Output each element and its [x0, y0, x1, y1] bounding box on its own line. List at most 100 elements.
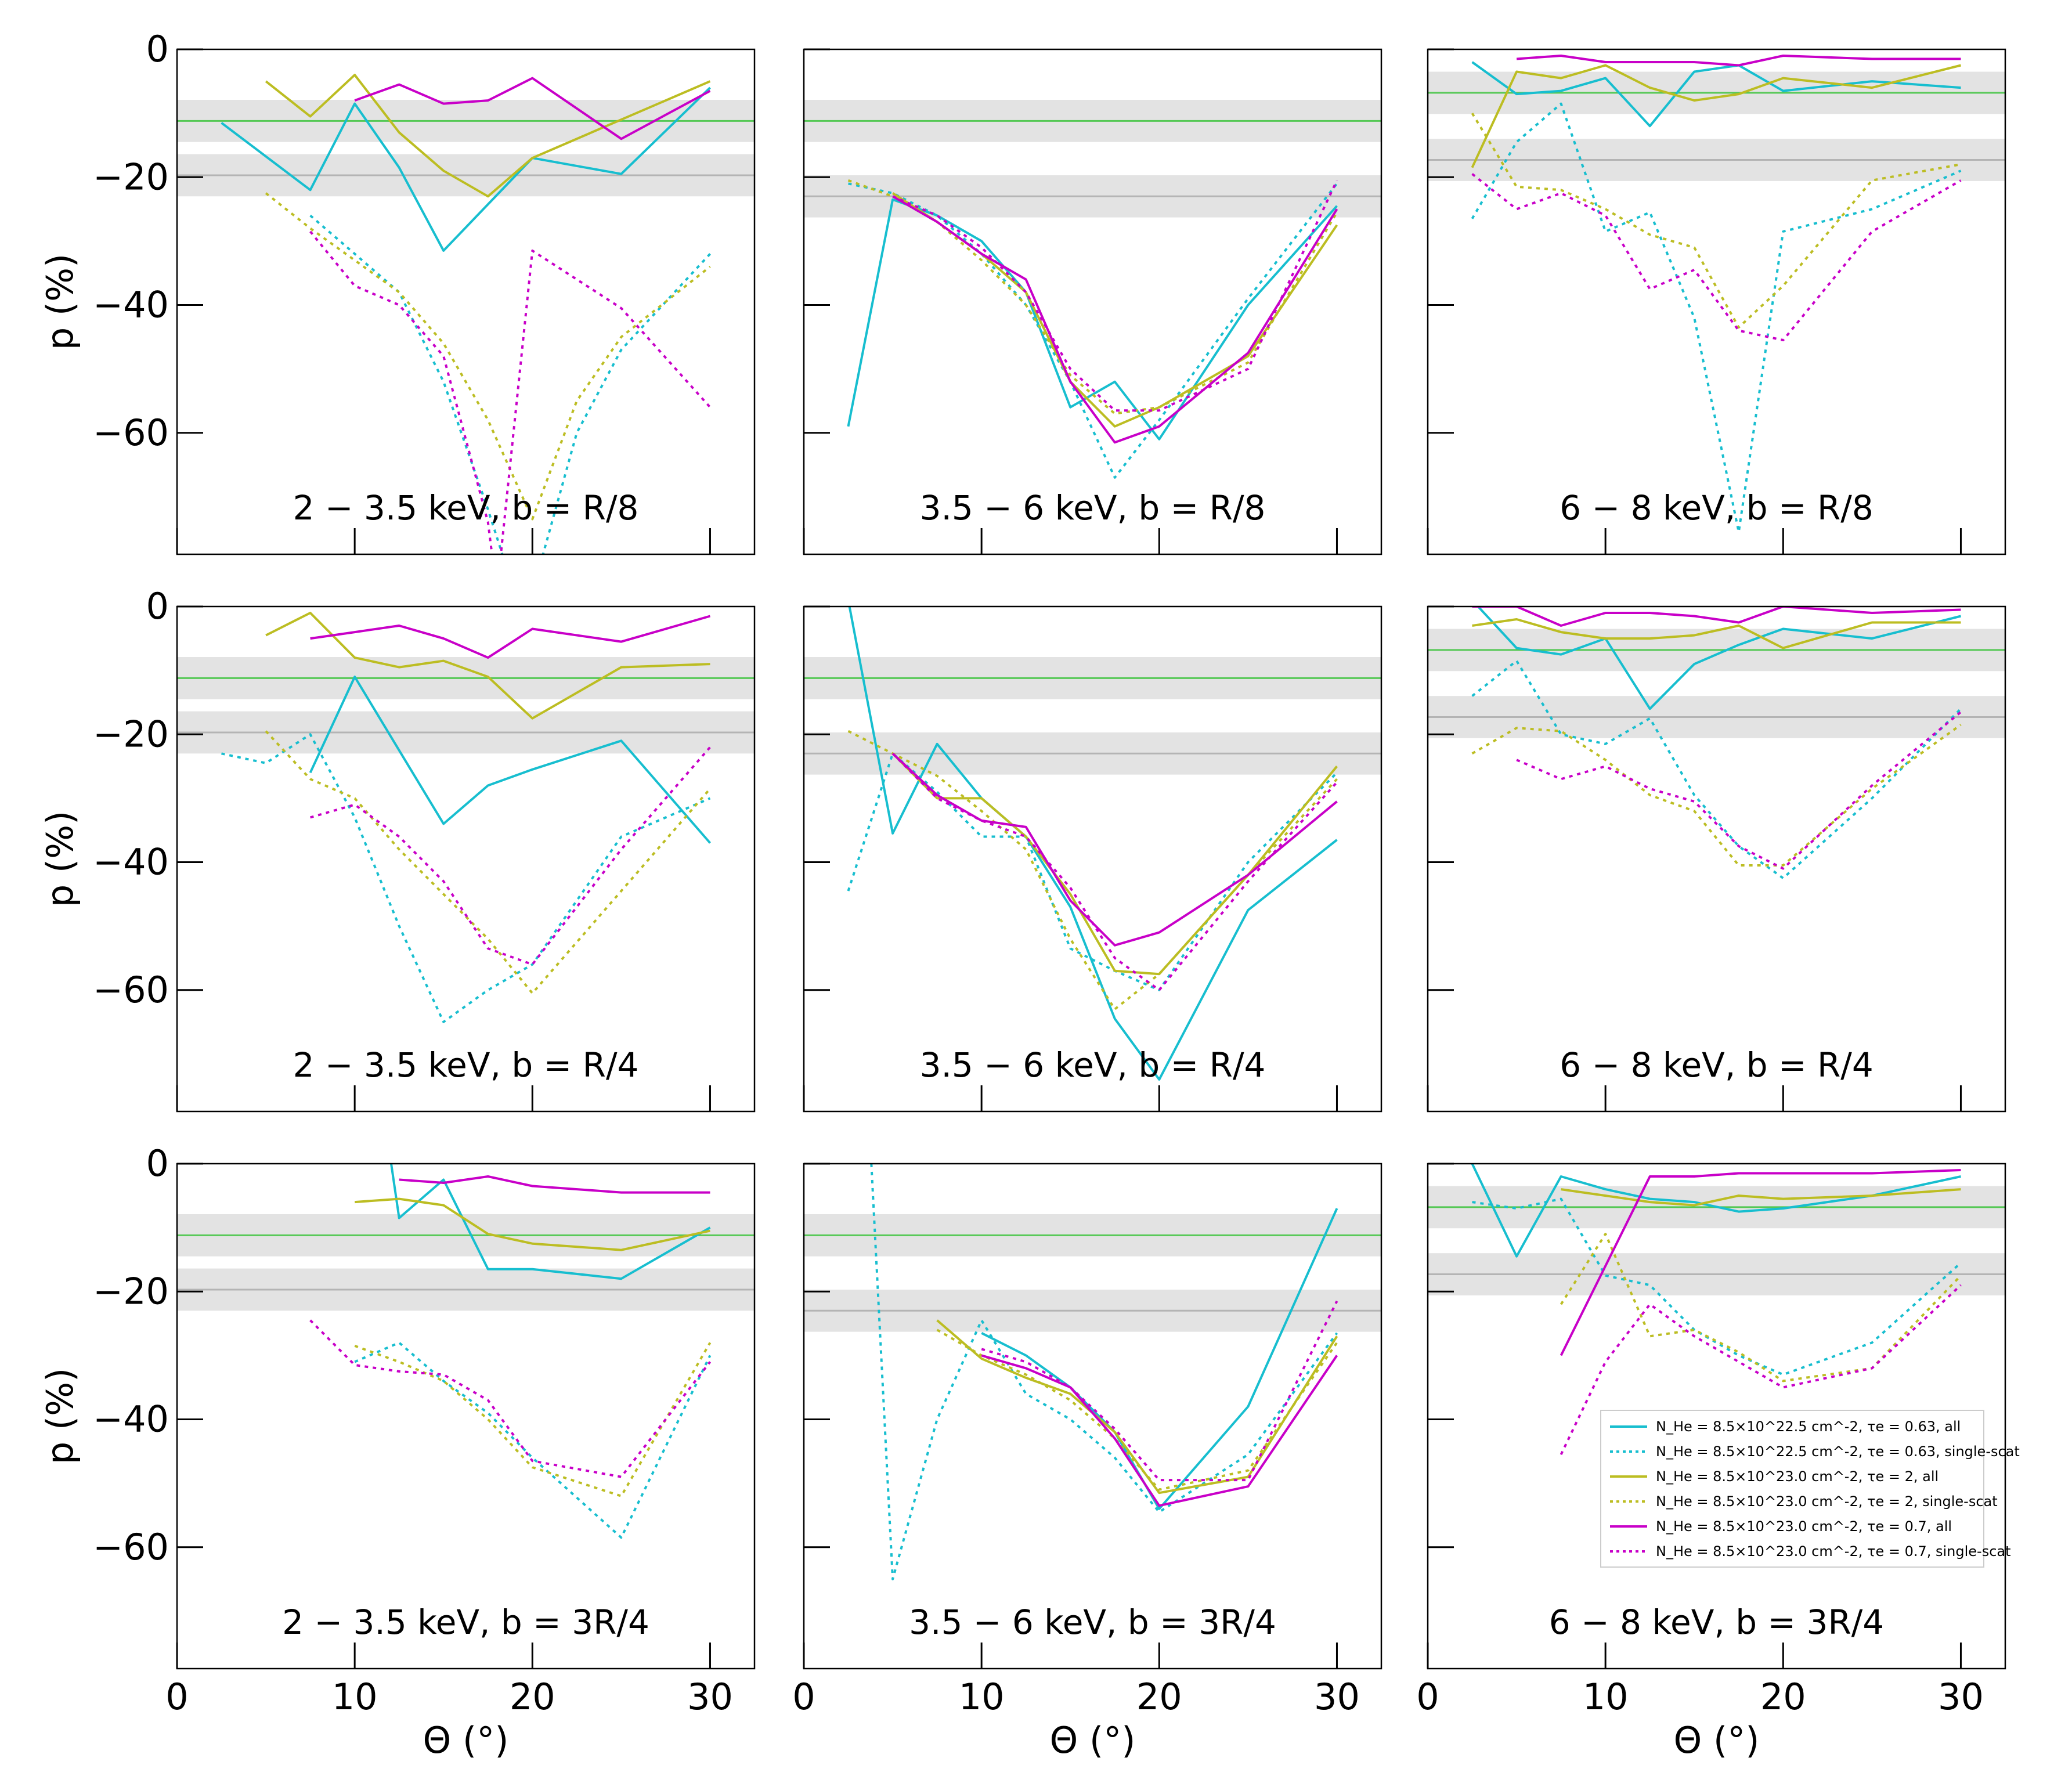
series-cyan-all	[848, 607, 1338, 1081]
y-tick-label: 0	[146, 28, 169, 70]
y-tick-label: −60	[93, 411, 169, 454]
y-tick-label: 0	[146, 1142, 169, 1185]
x-tick-label: 20	[1760, 1676, 1806, 1718]
y-tick-label: −20	[93, 156, 169, 198]
series-olive-all	[1472, 618, 1961, 649]
panel-4: 0 −20 −40 −60 2 − 3.5 keV, b = R/4 p (%)	[39, 585, 756, 1113]
panel-label: 2 − 3.5 keV, b = R/8	[293, 488, 639, 528]
legend-entry-label: N_He = 8.5×10^23.0 cm^-2, τe = 0.7, sing…	[1656, 1543, 2011, 1560]
panel-label: 6 − 8 keV, b = R/8	[1560, 488, 1874, 528]
x-axis-label: Θ (°)	[423, 1719, 509, 1761]
series-cyan-all	[389, 1164, 711, 1280]
x-tick-label: 20	[1136, 1676, 1182, 1718]
panel-9: 0 10 20 30 6 − 8 keV, b = 3R/4 Θ (°)	[1416, 1163, 2006, 1761]
panel-label: 2 − 3.5 keV, b = 3R/4	[282, 1602, 649, 1642]
y-tick-label: 0	[146, 585, 169, 627]
series-cyan-all	[1471, 61, 1961, 128]
series-olive-all	[265, 612, 710, 720]
series-olive-all	[1561, 1188, 1961, 1207]
series-magenta-all	[1516, 55, 1961, 67]
panel-label: 2 − 3.5 keV, b = R/4	[293, 1045, 639, 1085]
plot-area	[804, 100, 1381, 479]
series-cyan-single	[848, 182, 1338, 479]
panel-label: 6 − 8 keV, b = 3R/4	[1549, 1602, 1884, 1642]
y-axis-label: p (%)	[39, 254, 81, 350]
panels-layer: 0 −20 −40 −60 2 − 3.5 keV, b = R/8 p (%) 3.5 −…	[39, 28, 2006, 1761]
series-magenta-all	[892, 195, 1338, 444]
y-tick-label: −20	[93, 713, 169, 755]
plot-area	[177, 612, 755, 1023]
series-olive-single	[265, 192, 711, 521]
x-tick-label: 30	[1314, 1676, 1360, 1718]
series-olive-all	[1471, 64, 1961, 168]
legend-entry-label: N_He = 8.5×10^23.0 cm^-2, τe = 2, all	[1656, 1468, 1939, 1485]
plot-area	[1428, 55, 2005, 533]
series-magenta-all	[399, 1175, 710, 1194]
panel-frame	[1427, 605, 2006, 1113]
panel-label: 3.5 − 6 keV, b = R/4	[920, 1045, 1266, 1085]
panel-frame	[803, 1163, 1382, 1670]
series-cyan-all	[1476, 607, 1961, 710]
plot-area	[1428, 1164, 2005, 1455]
series-magenta-single	[891, 752, 1338, 991]
series-olive-single	[847, 179, 1338, 415]
legend-box	[1600, 1410, 1984, 1568]
x-tick-label: 0	[1416, 1676, 1439, 1718]
series-cyan-all	[1471, 1164, 1961, 1258]
panel-label: 3.5 − 6 keV, b = 3R/4	[909, 1602, 1276, 1642]
panel-frame	[1427, 1163, 2006, 1670]
series-cyan-single	[1471, 659, 1962, 879]
plot-area	[1428, 607, 2005, 879]
panel-3: 6 − 8 keV, b = R/8	[1427, 48, 2006, 555]
series-olive-single	[1471, 724, 1962, 867]
legend-entry-label: N_He = 8.5×10^22.5 cm^-2, τe = 0.63, sin…	[1656, 1443, 2020, 1460]
series-olive-all	[265, 74, 711, 198]
series-cyan-single	[1472, 1197, 1962, 1376]
plot-area	[804, 607, 1381, 1081]
x-tick-label: 30	[687, 1676, 733, 1718]
series-cyan-single	[354, 1341, 712, 1539]
x-tick-label: 0	[165, 1676, 188, 1718]
panel-7: 0 −20 −40 −60 0 10 20 30 2 − 3.5 keV, b = 3R/4 p …	[39, 1142, 756, 1761]
series-olive-single	[847, 730, 1338, 1010]
y-tick-label: −40	[93, 1398, 169, 1441]
y-tick-label: −40	[93, 284, 169, 326]
series-cyan-single	[847, 752, 1338, 991]
series-magenta-all	[1472, 607, 1961, 627]
legend-entry-label: N_He = 8.5×10^23.0 cm^-2, τe = 2, single…	[1656, 1493, 1998, 1510]
panel-frame	[176, 1163, 756, 1670]
panel-frame	[176, 48, 756, 555]
series-magenta-single	[892, 179, 1338, 412]
y-tick-label: −60	[93, 969, 169, 1011]
panel-2: 3.5 − 6 keV, b = R/8	[803, 48, 1382, 555]
panel-5: 3.5 − 6 keV, b = R/4	[803, 605, 1382, 1113]
panel-label: 6 − 8 keV, b = R/4	[1560, 1045, 1874, 1085]
series-magenta-all	[981, 1354, 1338, 1507]
series-olive-all	[891, 752, 1338, 976]
x-tick-label: 0	[792, 1676, 815, 1718]
legend-entry-label: N_He = 8.5×10^22.5 cm^-2, τe = 0.63, all	[1656, 1418, 1961, 1435]
x-axis-label: Θ (°)	[1674, 1719, 1760, 1761]
panel-frame	[803, 48, 1382, 555]
panel-1: 0 −20 −40 −60 2 − 3.5 keV, b = R/8 p (%)	[39, 28, 756, 555]
series-magenta-all	[354, 77, 711, 140]
series-magenta-single	[1560, 1284, 1962, 1455]
y-tick-label: −60	[93, 1526, 169, 1568]
x-tick-label: 10	[959, 1676, 1005, 1718]
panel-frame	[176, 605, 756, 1113]
y-axis-label: p (%)	[39, 811, 81, 907]
series-magenta-single	[1516, 711, 1962, 870]
x-tick-label: 10	[332, 1676, 378, 1718]
x-axis-label: Θ (°)	[1050, 1719, 1136, 1761]
series-magenta-single	[310, 746, 712, 966]
series-olive-single	[1471, 113, 1961, 329]
panel-8: 0 10 20 30 3.5 − 6 keV, b = 3R/4 Θ (°)	[792, 1163, 1382, 1761]
y-tick-label: −40	[93, 841, 169, 883]
plot-area	[177, 1164, 755, 1539]
series-olive-all	[355, 1197, 710, 1251]
legend-entry-label: N_He = 8.5×10^23.0 cm^-2, τe = 0.7, all	[1656, 1518, 1952, 1535]
panel-frame	[803, 605, 1382, 1113]
series-olive-single	[265, 730, 712, 995]
x-tick-label: 10	[1583, 1676, 1629, 1718]
